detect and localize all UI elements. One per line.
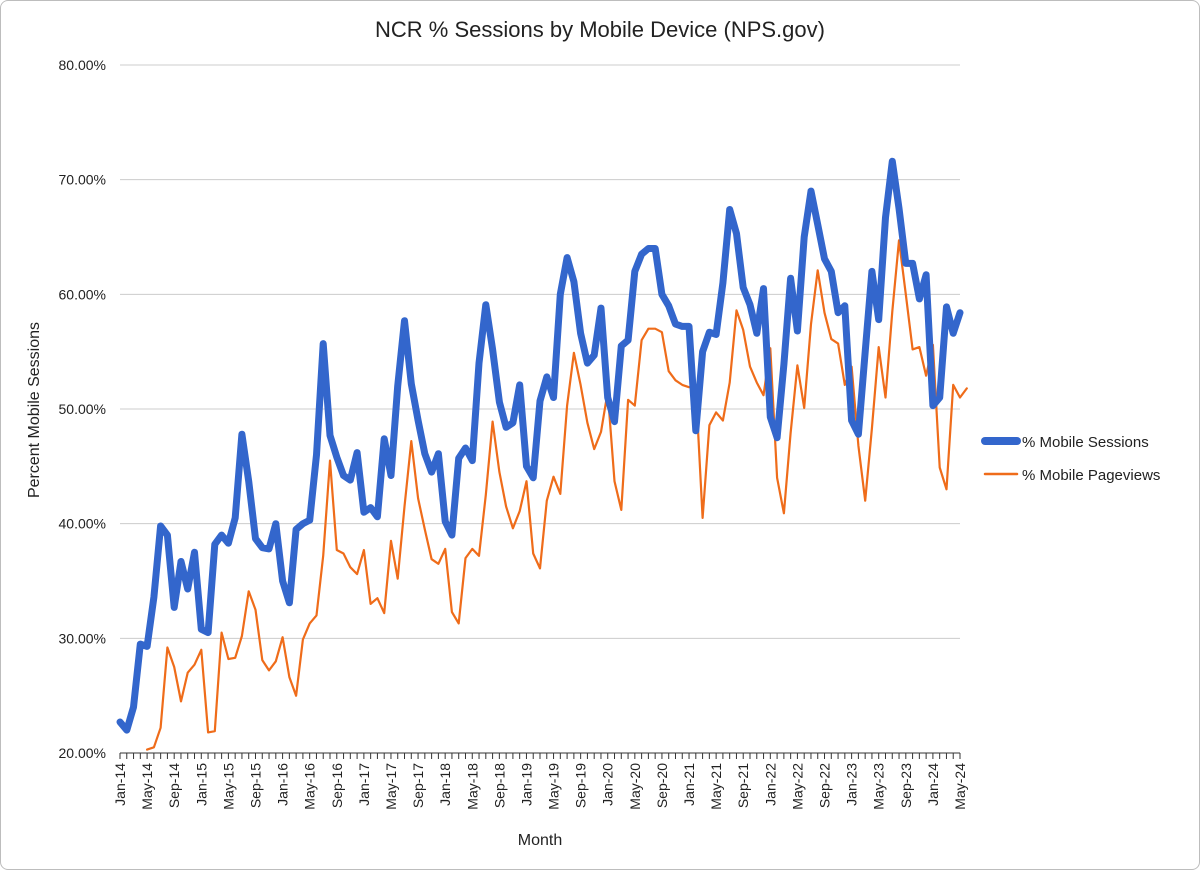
y-axis-title: Percent Mobile Sessions: [26, 322, 43, 498]
x-tick-label: May-15: [220, 763, 236, 810]
y-tick-label: 60.00%: [59, 286, 106, 302]
x-tick-label: Sep-15: [247, 763, 263, 808]
series-line-mobile-pageviews: [146, 239, 968, 751]
x-tick-label: Jan-19: [518, 763, 534, 806]
x-axis-title: Month: [518, 832, 562, 849]
x-tick-label: May-23: [871, 763, 887, 810]
y-tick-label: 80.00%: [59, 57, 106, 73]
y-tick-label: 70.00%: [59, 172, 106, 188]
legend: % Mobile Sessions % Mobile Pageviews: [981, 434, 1160, 484]
x-tick-label: Jan-16: [275, 763, 291, 806]
x-axis-ticks: Jan-14 May-14 Sep-14 Jan-15 May-15 Sep-15 Jan-…: [112, 753, 968, 810]
x-tick-label: May-20: [627, 763, 643, 810]
x-tick-label: Jan-22: [762, 763, 778, 806]
y-tick-label: 40.00%: [59, 516, 106, 532]
x-tick-label: Jan-23: [844, 763, 860, 806]
x-tick-label: Jan-14: [112, 763, 128, 806]
x-tick-label: May-16: [302, 763, 318, 810]
series-lines: [116, 157, 968, 751]
x-tick-label: Sep-22: [817, 763, 833, 808]
legend-label-pageviews: % Mobile Pageviews: [1022, 467, 1160, 484]
x-tick-label: Sep-14: [166, 763, 182, 808]
x-tick-label: Jan-21: [681, 763, 697, 806]
y-axis-ticks: 20.00% 30.00% 40.00% 50.00% 60.00% 70.00% 80.0…: [59, 57, 106, 761]
x-tick-label: May-22: [789, 763, 805, 810]
x-tick-label: May-21: [708, 763, 724, 810]
x-tick-label: Jan-18: [437, 763, 453, 806]
x-tick-label: Sep-16: [329, 763, 345, 808]
x-tick-label: Sep-21: [735, 763, 751, 808]
x-tick-label: Jan-20: [600, 763, 616, 806]
x-tick-label: May-24: [952, 763, 968, 810]
y-tick-label: 20.00%: [59, 745, 106, 761]
x-tick-label: Jan-15: [193, 763, 209, 806]
x-tick-label: Sep-23: [898, 763, 914, 808]
y-tick-label: 50.00%: [59, 401, 106, 417]
x-tick-label: May-17: [383, 763, 399, 810]
x-tick-label: Sep-18: [491, 763, 507, 808]
x-tick-label: Sep-19: [573, 763, 589, 808]
series-line-mobile-sessions: [116, 157, 964, 734]
x-tick-label: May-14: [139, 763, 155, 810]
x-tick-label: May-19: [546, 763, 562, 810]
x-tick-label: Sep-20: [654, 763, 670, 808]
x-tick-label: Sep-17: [410, 763, 426, 808]
chart-title: NCR % Sessions by Mobile Device (NPS.gov…: [375, 17, 825, 42]
x-tick-label: May-18: [464, 763, 480, 810]
x-tick-label: Jan-17: [356, 763, 372, 806]
legend-label-sessions: % Mobile Sessions: [1022, 434, 1149, 451]
x-tick-label: Jan-24: [925, 763, 941, 806]
y-tick-label: 30.00%: [59, 630, 106, 646]
